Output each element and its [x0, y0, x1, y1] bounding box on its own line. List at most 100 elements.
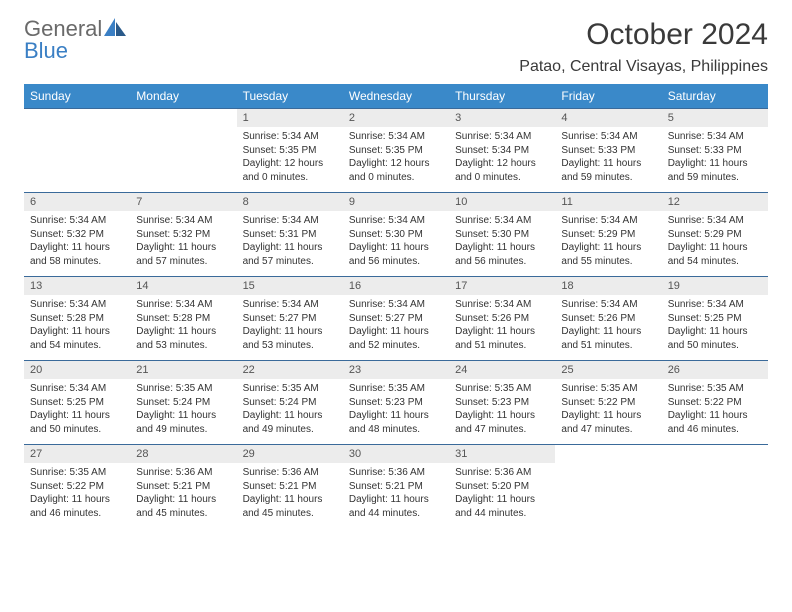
sunrise-text: Sunrise: 5:35 AM — [136, 382, 230, 396]
day-number: 24 — [449, 361, 555, 379]
day-body: Sunrise: 5:34 AMSunset: 5:35 PMDaylight:… — [343, 127, 449, 192]
day-cell: 26Sunrise: 5:35 AMSunset: 5:22 PMDayligh… — [662, 361, 768, 445]
day-cell: 3Sunrise: 5:34 AMSunset: 5:34 PMDaylight… — [449, 109, 555, 193]
sunrise-text: Sunrise: 5:34 AM — [561, 214, 655, 228]
day-cell: 21Sunrise: 5:35 AMSunset: 5:24 PMDayligh… — [130, 361, 236, 445]
day-number — [130, 109, 236, 127]
sunset-text: Sunset: 5:22 PM — [561, 396, 655, 410]
day-cell: 14Sunrise: 5:34 AMSunset: 5:28 PMDayligh… — [130, 277, 236, 361]
day-number: 3 — [449, 109, 555, 127]
day-cell — [130, 109, 236, 193]
day-cell — [662, 445, 768, 529]
day-cell: 13Sunrise: 5:34 AMSunset: 5:28 PMDayligh… — [24, 277, 130, 361]
sunset-text: Sunset: 5:24 PM — [136, 396, 230, 410]
dayname-sunday: Sunday — [24, 84, 130, 109]
day-body: Sunrise: 5:34 AMSunset: 5:28 PMDaylight:… — [24, 295, 130, 360]
day-body: Sunrise: 5:36 AMSunset: 5:20 PMDaylight:… — [449, 463, 555, 528]
day-cell: 7Sunrise: 5:34 AMSunset: 5:32 PMDaylight… — [130, 193, 236, 277]
day-body: Sunrise: 5:34 AMSunset: 5:35 PMDaylight:… — [237, 127, 343, 192]
daylight-text: Daylight: 12 hours and 0 minutes. — [349, 157, 443, 184]
sunset-text: Sunset: 5:34 PM — [455, 144, 549, 158]
day-cell: 17Sunrise: 5:34 AMSunset: 5:26 PMDayligh… — [449, 277, 555, 361]
daylight-text: Daylight: 12 hours and 0 minutes. — [243, 157, 337, 184]
day-cell: 29Sunrise: 5:36 AMSunset: 5:21 PMDayligh… — [237, 445, 343, 529]
logo: General Blue — [24, 18, 126, 62]
day-cell: 5Sunrise: 5:34 AMSunset: 5:33 PMDaylight… — [662, 109, 768, 193]
day-number — [555, 445, 661, 463]
daylight-text: Daylight: 11 hours and 55 minutes. — [561, 241, 655, 268]
sunset-text: Sunset: 5:33 PM — [668, 144, 762, 158]
sunrise-text: Sunrise: 5:34 AM — [30, 298, 124, 312]
day-number: 19 — [662, 277, 768, 295]
sunset-text: Sunset: 5:25 PM — [30, 396, 124, 410]
dayname-thursday: Thursday — [449, 84, 555, 109]
day-body: Sunrise: 5:34 AMSunset: 5:30 PMDaylight:… — [449, 211, 555, 276]
day-number: 23 — [343, 361, 449, 379]
sunset-text: Sunset: 5:26 PM — [561, 312, 655, 326]
day-number: 4 — [555, 109, 661, 127]
day-body: Sunrise: 5:36 AMSunset: 5:21 PMDaylight:… — [130, 463, 236, 528]
day-number: 18 — [555, 277, 661, 295]
sunset-text: Sunset: 5:21 PM — [136, 480, 230, 494]
sunrise-text: Sunrise: 5:34 AM — [349, 298, 443, 312]
sunset-text: Sunset: 5:28 PM — [30, 312, 124, 326]
day-number: 5 — [662, 109, 768, 127]
sunset-text: Sunset: 5:26 PM — [455, 312, 549, 326]
daylight-text: Daylight: 11 hours and 56 minutes. — [455, 241, 549, 268]
sunrise-text: Sunrise: 5:34 AM — [136, 214, 230, 228]
daylight-text: Daylight: 11 hours and 53 minutes. — [136, 325, 230, 352]
calendar-table: Sunday Monday Tuesday Wednesday Thursday… — [24, 84, 768, 528]
week-row: 6Sunrise: 5:34 AMSunset: 5:32 PMDaylight… — [24, 193, 768, 277]
sunset-text: Sunset: 5:27 PM — [243, 312, 337, 326]
day-body: Sunrise: 5:34 AMSunset: 5:34 PMDaylight:… — [449, 127, 555, 192]
day-body: Sunrise: 5:35 AMSunset: 5:22 PMDaylight:… — [24, 463, 130, 528]
week-row: 27Sunrise: 5:35 AMSunset: 5:22 PMDayligh… — [24, 445, 768, 529]
sunset-text: Sunset: 5:23 PM — [349, 396, 443, 410]
day-cell: 24Sunrise: 5:35 AMSunset: 5:23 PMDayligh… — [449, 361, 555, 445]
week-row: 1Sunrise: 5:34 AMSunset: 5:35 PMDaylight… — [24, 109, 768, 193]
day-number — [662, 445, 768, 463]
sunset-text: Sunset: 5:21 PM — [243, 480, 337, 494]
day-body: Sunrise: 5:35 AMSunset: 5:23 PMDaylight:… — [343, 379, 449, 444]
day-body: Sunrise: 5:34 AMSunset: 5:29 PMDaylight:… — [555, 211, 661, 276]
sunrise-text: Sunrise: 5:34 AM — [561, 130, 655, 144]
sunrise-text: Sunrise: 5:34 AM — [668, 214, 762, 228]
daylight-text: Daylight: 11 hours and 57 minutes. — [136, 241, 230, 268]
day-number: 30 — [343, 445, 449, 463]
sunset-text: Sunset: 5:29 PM — [668, 228, 762, 242]
sunrise-text: Sunrise: 5:34 AM — [243, 298, 337, 312]
day-number: 31 — [449, 445, 555, 463]
day-body: Sunrise: 5:34 AMSunset: 5:26 PMDaylight:… — [555, 295, 661, 360]
day-cell: 30Sunrise: 5:36 AMSunset: 5:21 PMDayligh… — [343, 445, 449, 529]
daylight-text: Daylight: 11 hours and 54 minutes. — [668, 241, 762, 268]
sunrise-text: Sunrise: 5:35 AM — [30, 466, 124, 480]
day-cell: 11Sunrise: 5:34 AMSunset: 5:29 PMDayligh… — [555, 193, 661, 277]
sunrise-text: Sunrise: 5:34 AM — [136, 298, 230, 312]
day-number: 13 — [24, 277, 130, 295]
sunrise-text: Sunrise: 5:36 AM — [136, 466, 230, 480]
day-cell: 1Sunrise: 5:34 AMSunset: 5:35 PMDaylight… — [237, 109, 343, 193]
daylight-text: Daylight: 11 hours and 49 minutes. — [136, 409, 230, 436]
daylight-text: Daylight: 11 hours and 47 minutes. — [455, 409, 549, 436]
day-body: Sunrise: 5:34 AMSunset: 5:25 PMDaylight:… — [662, 295, 768, 360]
dayname-monday: Monday — [130, 84, 236, 109]
day-cell: 25Sunrise: 5:35 AMSunset: 5:22 PMDayligh… — [555, 361, 661, 445]
daylight-text: Daylight: 11 hours and 50 minutes. — [30, 409, 124, 436]
day-cell: 6Sunrise: 5:34 AMSunset: 5:32 PMDaylight… — [24, 193, 130, 277]
day-number: 22 — [237, 361, 343, 379]
daylight-text: Daylight: 11 hours and 46 minutes. — [30, 493, 124, 520]
day-number: 26 — [662, 361, 768, 379]
sunset-text: Sunset: 5:23 PM — [455, 396, 549, 410]
daylight-text: Daylight: 11 hours and 56 minutes. — [349, 241, 443, 268]
day-cell: 12Sunrise: 5:34 AMSunset: 5:29 PMDayligh… — [662, 193, 768, 277]
daylight-text: Daylight: 11 hours and 53 minutes. — [243, 325, 337, 352]
daylight-text: Daylight: 11 hours and 45 minutes. — [136, 493, 230, 520]
sunset-text: Sunset: 5:25 PM — [668, 312, 762, 326]
sunrise-text: Sunrise: 5:35 AM — [561, 382, 655, 396]
day-cell: 4Sunrise: 5:34 AMSunset: 5:33 PMDaylight… — [555, 109, 661, 193]
daylight-text: Daylight: 11 hours and 54 minutes. — [30, 325, 124, 352]
sunset-text: Sunset: 5:24 PM — [243, 396, 337, 410]
week-row: 20Sunrise: 5:34 AMSunset: 5:25 PMDayligh… — [24, 361, 768, 445]
daylight-text: Daylight: 11 hours and 47 minutes. — [561, 409, 655, 436]
day-cell: 8Sunrise: 5:34 AMSunset: 5:31 PMDaylight… — [237, 193, 343, 277]
